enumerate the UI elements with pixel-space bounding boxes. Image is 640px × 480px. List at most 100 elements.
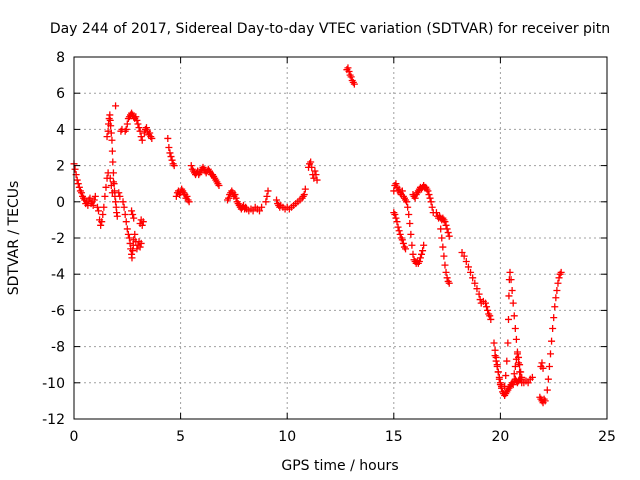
data-point: [511, 363, 519, 371]
data-point: [123, 120, 131, 128]
point-series-segment-24: [458, 248, 495, 323]
y-tick-label: -4: [51, 267, 65, 283]
data-point: [524, 379, 532, 387]
y-tick-label: -8: [51, 340, 65, 356]
data-point: [475, 290, 483, 298]
data-point: [131, 230, 139, 238]
point-series-segment-6: [119, 198, 145, 262]
data-point: [492, 357, 500, 365]
data-point: [307, 158, 315, 166]
data-point: [496, 379, 504, 387]
data-point: [445, 279, 453, 287]
data-point: [123, 225, 131, 233]
data-point: [122, 125, 130, 133]
data-point: [99, 210, 107, 218]
data-point: [543, 386, 551, 394]
data-point: [555, 274, 563, 282]
data-point: [545, 363, 553, 371]
data-point: [300, 191, 308, 199]
data-point: [398, 187, 406, 195]
point-series-segment-16: [273, 185, 309, 213]
data-point: [493, 363, 501, 371]
data-point: [395, 227, 403, 235]
data-point: [439, 243, 447, 251]
data-point: [506, 268, 514, 276]
data-point: [183, 192, 191, 200]
point-series-segment-8: [121, 109, 146, 144]
data-point: [411, 194, 419, 202]
data-point: [138, 136, 146, 144]
data-point: [71, 165, 79, 173]
data-point: [102, 183, 110, 191]
data-point: [495, 373, 503, 381]
data-point: [124, 230, 132, 238]
data-point: [483, 303, 491, 311]
data-point: [107, 129, 115, 137]
data-point: [432, 209, 440, 217]
data-point: [426, 194, 434, 202]
data-point: [120, 203, 128, 211]
point-series-segment-18: [343, 64, 358, 88]
data-point: [142, 124, 150, 132]
data-point: [113, 212, 121, 220]
data-point: [443, 225, 451, 233]
data-point: [185, 198, 193, 206]
data-point: [509, 299, 517, 307]
x-tick-label: 10: [278, 429, 296, 445]
data-point: [408, 241, 416, 249]
data-point: [74, 180, 82, 188]
data-point: [138, 221, 146, 229]
y-tick-label: 8: [56, 50, 65, 66]
data-point: [225, 194, 233, 202]
data-point: [129, 210, 137, 218]
point-series-segment-11: [164, 134, 178, 170]
data-point: [128, 254, 136, 262]
axis-ticks: [73, 56, 608, 420]
point-series-segment-22: [432, 209, 453, 240]
data-point: [103, 133, 111, 141]
data-point: [273, 196, 281, 204]
y-tick-label: -6: [51, 303, 65, 319]
data-point: [425, 191, 433, 199]
data-point: [548, 337, 556, 345]
data-point: [418, 250, 426, 258]
data-point: [215, 182, 223, 190]
data-point: [136, 127, 144, 135]
data-point: [510, 370, 518, 378]
point-series-segment-19: [390, 209, 410, 253]
chart-title: Day 244 of 2017, Sidereal Day-to-day VTE…: [50, 21, 610, 37]
data-point: [541, 397, 549, 405]
data-point: [460, 252, 468, 260]
data-point: [75, 183, 83, 191]
data-point: [539, 364, 547, 372]
data-point: [146, 129, 154, 137]
data-point: [165, 144, 173, 151]
data-point: [100, 203, 108, 211]
y-tick-label: -12: [42, 412, 65, 428]
data-point: [442, 268, 450, 276]
data-point: [511, 325, 519, 332]
data-point: [255, 207, 263, 215]
y-tick-label: -2: [51, 231, 65, 247]
data-point: [77, 189, 85, 197]
data-point: [97, 221, 105, 229]
data-point: [508, 286, 516, 294]
y-tick-label: 4: [56, 122, 65, 138]
data-point: [518, 373, 526, 381]
data-point: [438, 234, 446, 242]
data-point: [420, 241, 428, 249]
data-point: [133, 116, 141, 124]
data-point: [308, 163, 316, 171]
x-tick-label: 20: [491, 429, 509, 445]
data-point: [505, 315, 513, 323]
point-series-segment-15: [262, 187, 272, 206]
data-point: [428, 203, 436, 211]
data-point: [263, 192, 271, 200]
data-point: [544, 375, 552, 383]
data-point: [553, 286, 561, 294]
data-point: [441, 261, 449, 269]
y-tick-label: 2: [56, 159, 65, 175]
data-point: [101, 192, 109, 200]
data-point: [347, 73, 355, 81]
point-series-segment-30: [543, 268, 565, 394]
